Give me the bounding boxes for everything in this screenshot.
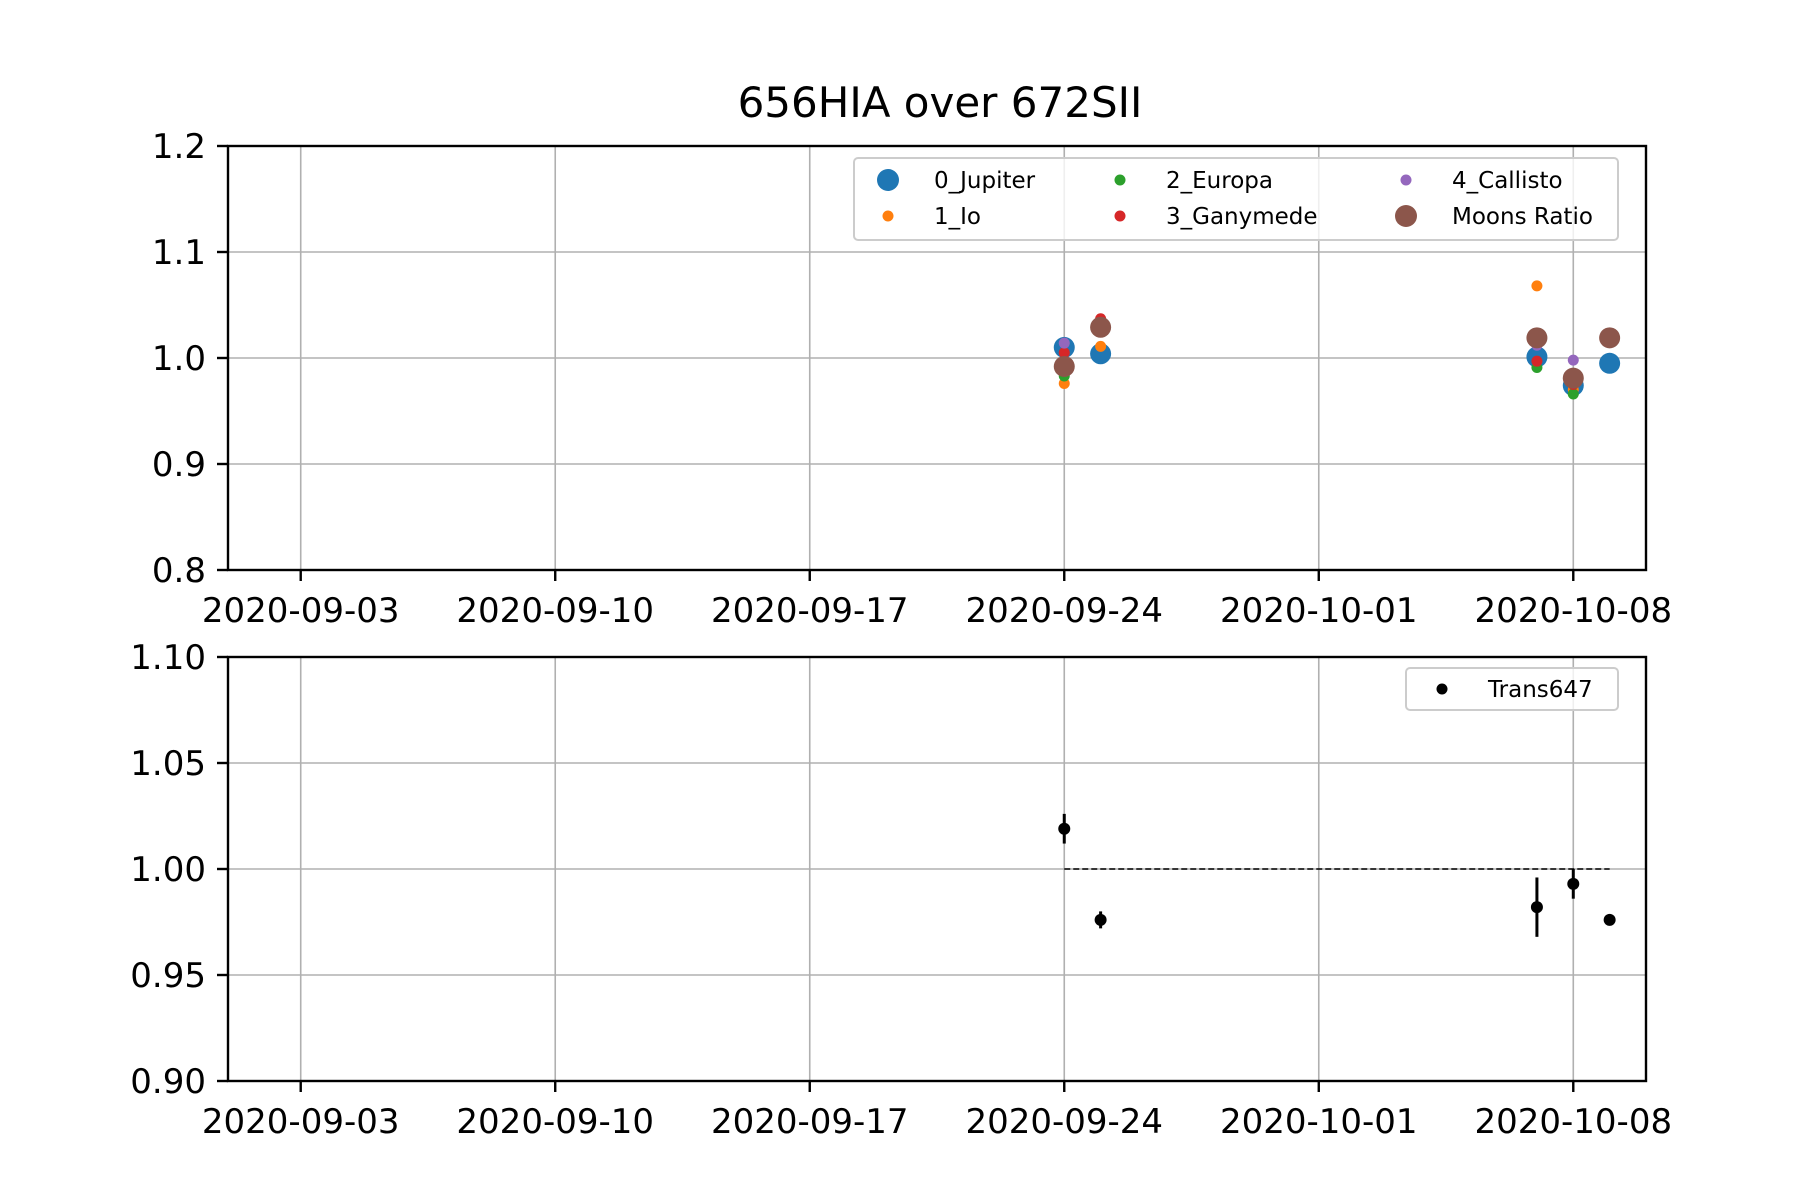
x-tick-label: 2020-10-01 xyxy=(1220,1102,1418,1142)
data-point xyxy=(1526,327,1548,349)
data-point xyxy=(1531,355,1543,367)
data-point xyxy=(1603,913,1616,926)
x-tick-label: 2020-09-17 xyxy=(711,591,909,631)
x-tick-label: 2020-10-01 xyxy=(1220,591,1418,631)
x-tick-label: 2020-10-08 xyxy=(1474,591,1672,631)
data-point xyxy=(1567,354,1579,366)
bottom-plot-panel: 2020-09-03 2020-09-10 2020-09-17 2020-09-24… xyxy=(130,638,1672,1142)
y-tick-label: 1.1 xyxy=(152,233,206,273)
legend-marker xyxy=(882,210,894,222)
data-point xyxy=(1599,352,1621,374)
x-tick-label: 2020-09-17 xyxy=(711,1102,909,1142)
legend-marker xyxy=(1114,174,1126,186)
y-tick-label: 0.95 xyxy=(130,956,206,996)
data-point xyxy=(1058,337,1070,349)
data-point xyxy=(1095,340,1107,352)
data-point xyxy=(1567,877,1580,890)
data-point xyxy=(1530,901,1543,914)
x-tick-label: 2020-09-10 xyxy=(456,591,654,631)
legend-marker xyxy=(1400,174,1412,186)
legend-label: 2_Europa xyxy=(1166,168,1273,194)
legend-marker xyxy=(1436,683,1448,695)
chart-title: 656HIA over 672SII xyxy=(738,78,1143,127)
data-point xyxy=(1090,343,1112,365)
data-point xyxy=(1090,316,1112,338)
y-tick-label: 0.8 xyxy=(152,551,206,591)
legend-marker xyxy=(877,169,899,191)
x-tick-label: 2020-09-24 xyxy=(965,1102,1163,1142)
x-tick-label: 2020-09-03 xyxy=(202,1102,400,1142)
legend-box xyxy=(1405,667,1619,711)
data-point xyxy=(1058,347,1070,359)
data-point xyxy=(1094,913,1107,926)
x-tick-label: 2020-09-03 xyxy=(202,591,400,631)
top-plot-panel: 2020-09-03 2020-09-10 2020-09-17 2020-09-24… xyxy=(152,127,1672,631)
y-tick-label: 1.10 xyxy=(130,638,206,678)
y-tick-label: 1.2 xyxy=(152,127,206,167)
data-point xyxy=(1058,822,1071,835)
data-point xyxy=(1531,280,1543,292)
y-tick-label: 0.90 xyxy=(130,1062,206,1102)
y-tick-label: 1.05 xyxy=(130,744,206,784)
x-tick-label: 2020-09-10 xyxy=(456,1102,654,1142)
legend-label: Trans647 xyxy=(1487,677,1593,703)
y-tick-label: 0.9 xyxy=(152,445,206,485)
y-tick-label: 1.00 xyxy=(130,850,206,890)
legend: 0_Jupiter 1_Io 2_Europa 3_Ganymede 4_Callist… xyxy=(853,157,1619,241)
legend-marker xyxy=(1114,210,1126,222)
legend-label: Moons Ratio xyxy=(1452,204,1593,230)
data-point xyxy=(1599,327,1621,349)
y-tick-label: 1.0 xyxy=(152,339,206,379)
x-tick-label: 2020-10-08 xyxy=(1474,1102,1672,1142)
plot-frame xyxy=(226,144,1648,572)
legend-label: 4_Callisto xyxy=(1452,168,1563,194)
data-point xyxy=(1562,367,1584,389)
x-tick-label: 2020-09-24 xyxy=(965,591,1163,631)
legend-label: 3_Ganymede xyxy=(1166,204,1318,230)
legend-box xyxy=(853,157,1619,241)
legend-label: 1_Io xyxy=(934,204,981,230)
legend-label: 0_Jupiter xyxy=(934,168,1036,194)
legend-marker xyxy=(1395,205,1417,227)
plot-frame xyxy=(226,655,1648,1083)
legend: Trans647 xyxy=(1405,667,1619,711)
data-point xyxy=(1053,355,1075,377)
data-point xyxy=(1567,388,1579,400)
